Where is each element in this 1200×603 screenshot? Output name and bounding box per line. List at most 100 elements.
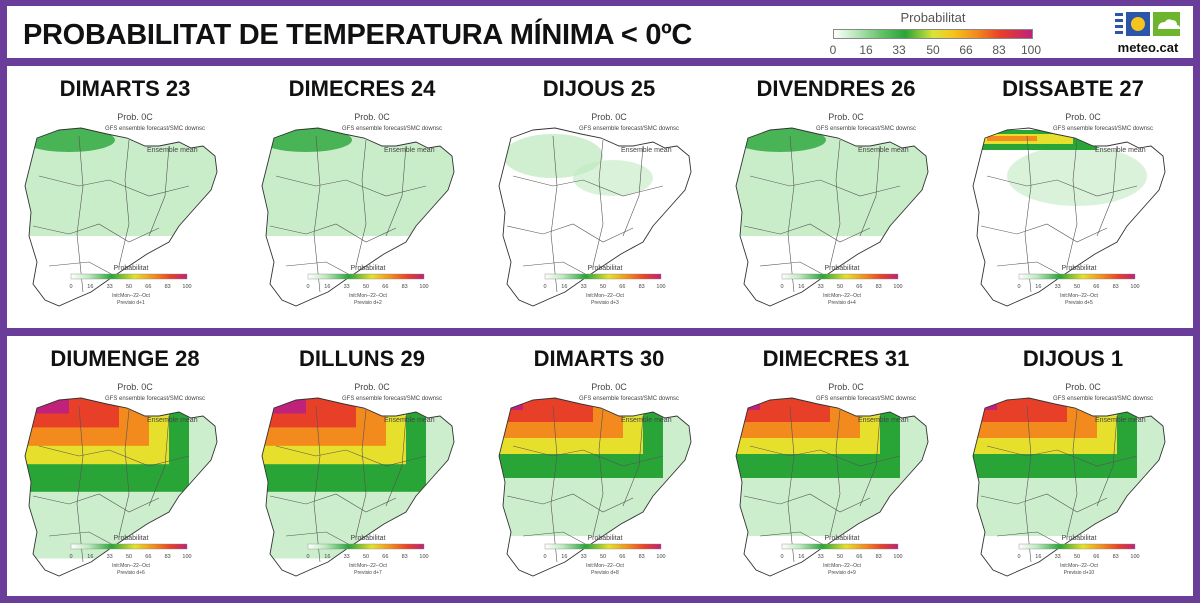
map-scale-tick: 66: [856, 284, 862, 290]
forecast-map: Prob. 0C GFS ensemble forecast/SMC downsc…: [244, 376, 480, 598]
map-scale-tick: 16: [324, 554, 330, 560]
map-scale-tick: 66: [145, 554, 151, 560]
region-boundaries: [32, 135, 190, 293]
day-panel: DIMECRES 24 Prob. 0C GFS ensemble forecas…: [244, 66, 480, 328]
day-panel: DIMECRES 31 Prob. 0C GFS ensemble forecas…: [718, 336, 954, 596]
map-scale-tick: 50: [363, 554, 369, 560]
map-scale-tick: 66: [1093, 284, 1099, 290]
map-scale-tick: 16: [87, 284, 93, 290]
forecast-map: Prob. 0C GFS ensemble forecast/SMC downsc…: [955, 376, 1191, 598]
map-scale-tick: 50: [837, 554, 843, 560]
map-scale-tick: 33: [581, 554, 587, 560]
legend-tick: 16: [859, 43, 873, 57]
map-scale-tick: 0: [543, 554, 546, 560]
day-label: DIJOUS 1: [1022, 346, 1124, 371]
day-label: DIJOUS 25: [542, 76, 656, 101]
region-boundaries: [506, 135, 664, 293]
map-scale-tick: 0: [69, 554, 72, 560]
day-panel: DIMARTS 30 Prob. 0C GFS ensemble forecast…: [481, 336, 717, 596]
map-scale-tick: 16: [798, 284, 804, 290]
day-panel: DIJOUS 1 Prob. 0C GFS ensemble forecast/S…: [955, 336, 1191, 596]
map-prob-label: Prob. 0C: [828, 112, 864, 122]
map-scale-tick: 83: [165, 284, 171, 290]
forecast-map: Prob. 0C GFS ensemble forecast/SMC downsc…: [244, 106, 480, 328]
map-scale-tick: 100: [419, 284, 428, 290]
map-scale-tick: 66: [619, 554, 625, 560]
day-panel: DISSABTE 27 Prob. 0C GFS ensemble forecas…: [955, 66, 1191, 328]
map-forecast-label: Previsio d+6: [117, 570, 145, 576]
legend-ticks: 0 16 33 50 66 83 100: [825, 43, 1041, 57]
meteocat-logo: meteo.cat: [1113, 10, 1183, 56]
map-scale-tick: 100: [656, 284, 665, 290]
probability-shading: [736, 128, 928, 236]
probability-shading: [736, 398, 928, 536]
map-scale-tick: 66: [1093, 554, 1099, 560]
legend-tick: 50: [926, 43, 940, 57]
map-mean-label: Ensemble mean: [1095, 147, 1146, 154]
catalonia-outline: [261, 127, 455, 307]
logo-icon: [1115, 12, 1180, 36]
region-boundaries: [743, 405, 901, 563]
map-init-label: Init:Mon--22--Oct: [112, 293, 150, 299]
map-forecast-label: Previsio d+1: [117, 300, 145, 306]
forecast-map: Prob. 0C GFS ensemble forecast/SMC downsc…: [7, 376, 243, 598]
map-scale-bar: [544, 543, 662, 550]
day-label: DIMARTS 23: [59, 76, 191, 101]
probability-shading: [25, 128, 217, 236]
map-scale-tick: 100: [419, 554, 428, 560]
region-boundaries: [743, 135, 901, 293]
region-boundaries: [269, 405, 427, 563]
map-mean-label: Ensemble mean: [858, 147, 909, 154]
map-scale-tick: 0: [306, 284, 309, 290]
map-scale-tick: 66: [856, 554, 862, 560]
map-init-label: Init:Mon--22--Oct: [1060, 563, 1098, 569]
catalonia-map: Prob. 0C GFS ensemble forecast/SMC downsc…: [261, 112, 455, 307]
map-scale-tick: 33: [581, 284, 587, 290]
map-scale-tick: 0: [1017, 554, 1020, 560]
map-scale-bar: [781, 543, 899, 550]
catalonia-outline: [735, 397, 929, 577]
map-init-label: Init:Mon--22--Oct: [1060, 293, 1098, 299]
catalonia-outline: [498, 127, 692, 307]
forecast-map: Prob. 0C GFS ensemble forecast/SMC downsc…: [718, 106, 954, 328]
map-scale-bar: [307, 543, 425, 550]
region-boundaries: [980, 405, 1138, 563]
map-mean-label: Ensemble mean: [621, 417, 672, 424]
map-scale-tick: 100: [1130, 284, 1139, 290]
map-mean-label: Ensemble mean: [621, 147, 672, 154]
map-forecast-label: Previsio d+8: [591, 570, 619, 576]
map-source-label: GFS ensemble forecast/SMC downsc: [342, 126, 442, 132]
map-source-label: GFS ensemble forecast/SMC downsc: [1053, 396, 1153, 402]
map-scale-tick: 66: [382, 284, 388, 290]
map-scale-tick: 83: [1113, 284, 1119, 290]
legend-tick: 33: [892, 43, 906, 57]
catalonia-outline: [972, 397, 1166, 577]
map-scale-tick: 83: [1113, 554, 1119, 560]
map-scale-tick: 50: [363, 284, 369, 290]
map-scale-title: Probabilitat: [113, 265, 148, 272]
map-scale-title: Probabilitat: [587, 535, 622, 542]
map-scale-bar: [544, 273, 662, 280]
legend-title: Probabilitat: [900, 10, 966, 25]
legend-tick: 100: [1020, 43, 1042, 57]
map-forecast-label: Previsio d+7: [354, 570, 382, 576]
map-scale-tick: 50: [126, 554, 132, 560]
catalonia-map: Prob. 0C GFS ensemble forecast/SMC downsc…: [498, 382, 692, 577]
catalonia-outline: [498, 397, 692, 577]
map-scale-tick: 0: [69, 284, 72, 290]
map-scale-tick: 50: [1074, 284, 1080, 290]
map-mean-label: Ensemble mean: [147, 417, 198, 424]
map-scale-tick: 0: [306, 554, 309, 560]
probability-shading: [262, 398, 454, 559]
map-init-label: Init:Mon--22--Oct: [586, 293, 624, 299]
day-panel: DIMARTS 23 Prob. 0C GFS ensemble forecast…: [7, 66, 243, 328]
region-boundaries: [269, 135, 427, 293]
day-label: DIMECRES 31: [762, 346, 910, 371]
forecast-map: Prob. 0C GFS ensemble forecast/SMC downsc…: [7, 106, 243, 328]
legend-tick: 0: [829, 43, 837, 57]
map-prob-label: Prob. 0C: [1065, 112, 1101, 122]
map-prob-label: Prob. 0C: [591, 382, 627, 392]
header-bar: PROBABILITAT DE TEMPERATURA MÍNIMA < 0ºC…: [7, 6, 1193, 58]
catalonia-outline: [24, 127, 218, 307]
map-scale-tick: 50: [600, 554, 606, 560]
